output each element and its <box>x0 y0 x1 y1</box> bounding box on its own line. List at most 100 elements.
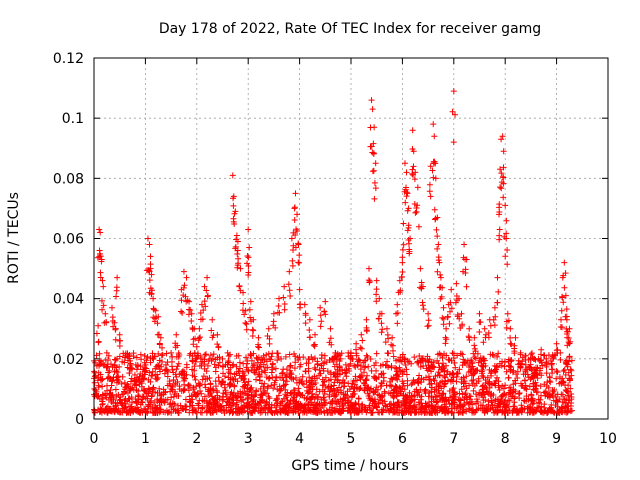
data-point <box>360 369 367 376</box>
data-point <box>265 383 272 390</box>
data-point <box>494 274 501 281</box>
data-point <box>463 283 470 290</box>
data-point <box>505 374 512 381</box>
data-point <box>146 268 153 275</box>
data-point <box>507 356 514 363</box>
data-point <box>250 350 257 357</box>
data-point <box>292 359 299 366</box>
data-point <box>148 271 155 278</box>
data-point <box>170 369 177 376</box>
data-point <box>403 371 410 378</box>
data-point <box>404 377 411 384</box>
data-point <box>417 386 424 393</box>
data-point <box>513 407 520 414</box>
data-point <box>462 266 469 273</box>
data-point <box>108 378 115 385</box>
data-point <box>456 366 463 373</box>
data-point <box>343 373 350 380</box>
data-point <box>119 373 126 380</box>
data-point <box>518 360 525 367</box>
data-point <box>437 352 444 359</box>
data-point <box>533 364 540 371</box>
data-point <box>115 378 122 385</box>
data-point <box>527 355 534 362</box>
data-point <box>379 326 386 333</box>
data-point <box>483 388 490 395</box>
data-point <box>419 302 426 309</box>
data-point <box>318 318 325 325</box>
data-point <box>327 325 334 332</box>
data-point <box>405 205 412 212</box>
data-point <box>229 400 236 407</box>
data-point <box>505 397 512 404</box>
data-point <box>414 184 421 191</box>
data-point <box>286 268 293 275</box>
data-point <box>442 334 449 341</box>
data-point <box>326 357 333 364</box>
data-point <box>288 235 295 242</box>
data-point <box>245 226 252 233</box>
data-point <box>273 395 280 402</box>
data-point <box>364 387 371 394</box>
data-point <box>373 277 380 284</box>
data-point <box>446 387 453 394</box>
data-point <box>230 202 237 209</box>
data-point <box>426 181 433 188</box>
data-point <box>245 368 252 375</box>
data-point <box>164 382 171 389</box>
data-point <box>234 393 241 400</box>
data-point <box>431 133 438 140</box>
data-point <box>468 368 475 375</box>
data-point <box>229 172 236 179</box>
data-point <box>446 308 453 315</box>
data-point <box>93 362 100 369</box>
data-point <box>563 409 570 416</box>
data-point <box>183 274 190 281</box>
data-point <box>340 383 347 390</box>
data-point <box>374 391 381 398</box>
data-point <box>477 390 484 397</box>
data-point <box>434 357 441 364</box>
data-point <box>248 384 255 391</box>
data-point <box>561 366 568 373</box>
data-point <box>96 350 103 357</box>
data-point <box>418 379 425 386</box>
data-point <box>261 367 268 374</box>
data-point <box>425 310 432 317</box>
data-point <box>156 357 163 364</box>
data-point <box>195 400 202 407</box>
data-point <box>281 382 288 389</box>
data-point <box>121 386 128 393</box>
data-point <box>443 352 450 359</box>
data-point <box>150 388 157 395</box>
data-point <box>182 406 189 413</box>
data-point <box>459 351 466 358</box>
data-point <box>100 362 107 369</box>
data-point <box>291 204 298 211</box>
data-point <box>126 351 133 358</box>
data-point <box>274 400 281 407</box>
data-point <box>256 374 263 381</box>
data-point <box>563 387 570 394</box>
data-point <box>559 324 566 331</box>
data-point <box>385 350 392 357</box>
data-point <box>412 169 419 176</box>
data-point <box>268 382 275 389</box>
data-point <box>244 366 251 373</box>
data-point <box>361 380 368 387</box>
data-point <box>153 408 160 415</box>
data-point <box>381 388 388 395</box>
data-point <box>284 397 291 404</box>
data-point <box>498 136 505 143</box>
data-point <box>394 310 401 317</box>
data-point <box>480 374 487 381</box>
data-point <box>416 372 423 379</box>
data-point <box>560 368 567 375</box>
x-tick-label: 6 <box>398 431 407 447</box>
data-point <box>535 399 542 406</box>
data-point <box>530 374 537 381</box>
data-point <box>558 307 565 314</box>
data-point <box>157 368 164 375</box>
data-point <box>522 377 529 384</box>
data-point <box>494 364 501 371</box>
